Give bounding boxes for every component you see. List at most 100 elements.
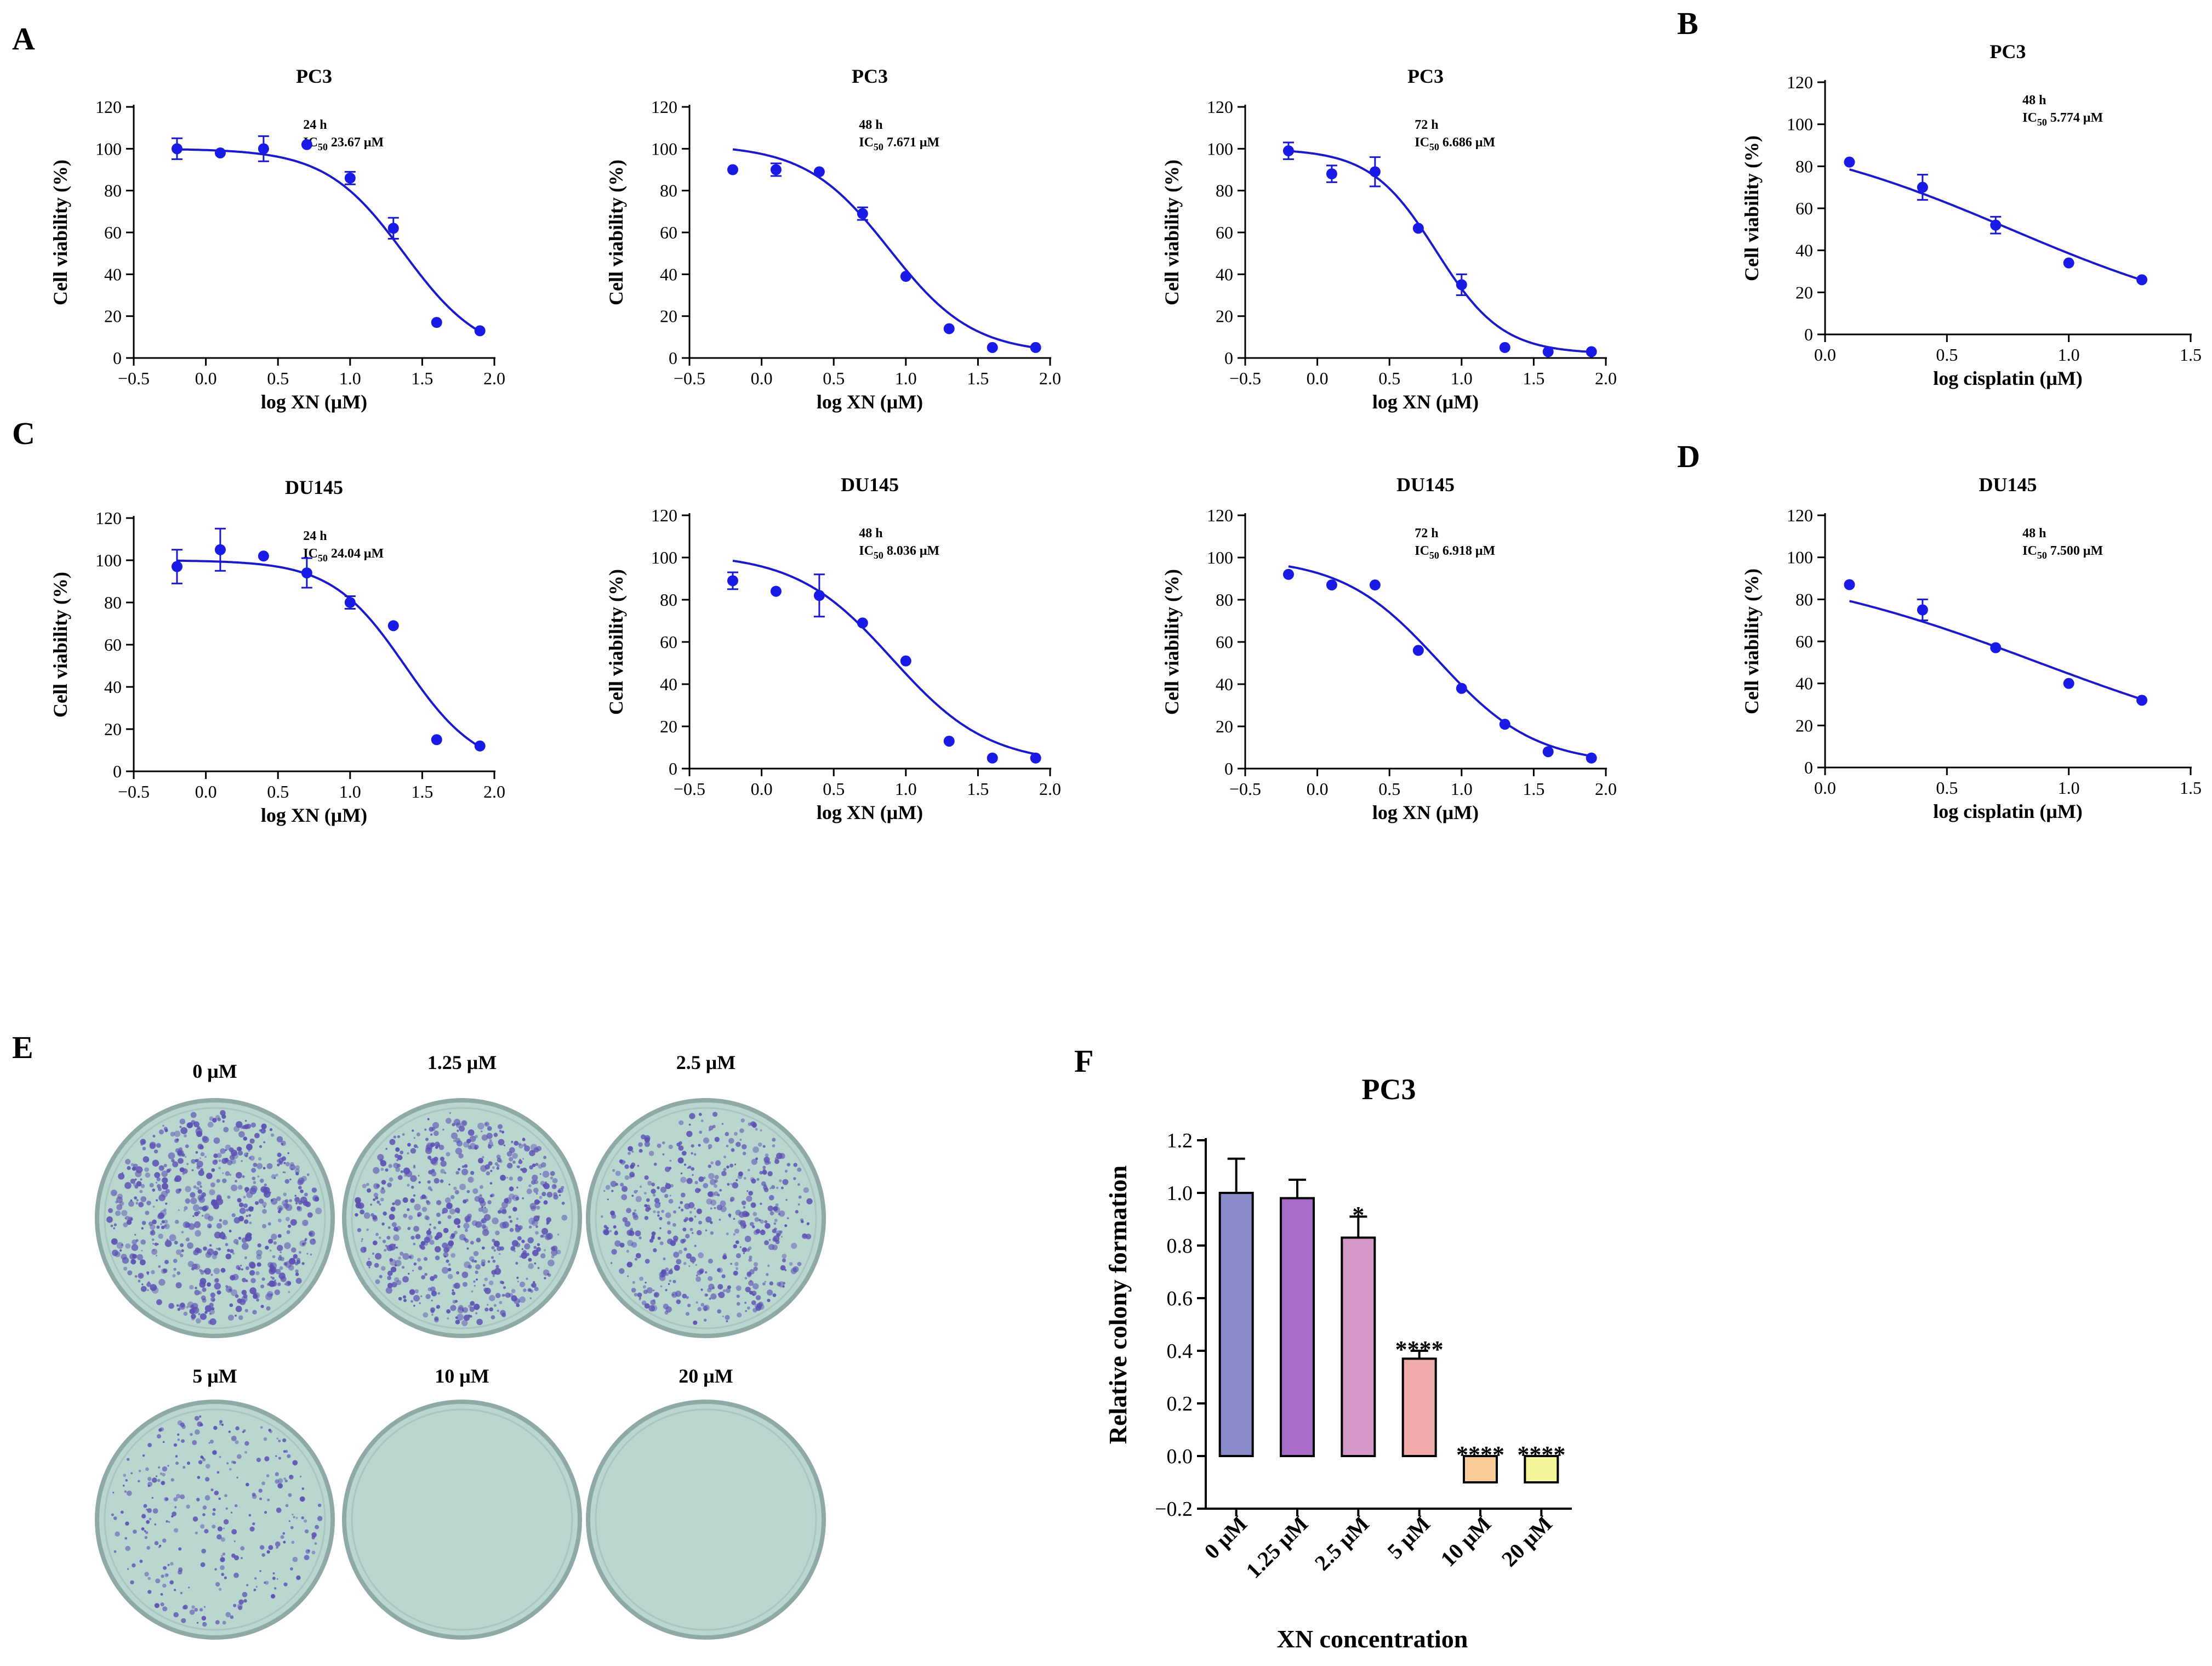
colony: [264, 1581, 266, 1584]
colony: [524, 1243, 531, 1250]
colony: [622, 1186, 628, 1192]
colony: [529, 1150, 535, 1157]
colony: [172, 1274, 176, 1278]
colony: [726, 1165, 729, 1169]
colony: [753, 1230, 759, 1235]
colony: [181, 1249, 184, 1253]
colony: [154, 1172, 161, 1178]
colony: [610, 1262, 613, 1264]
colony: [266, 1163, 273, 1169]
colony: [686, 1178, 693, 1184]
colony: [508, 1215, 511, 1219]
colony: [202, 1246, 208, 1251]
colony: [200, 1562, 206, 1567]
colony: [285, 1204, 293, 1212]
colony: [170, 1131, 175, 1137]
colony: [414, 1203, 421, 1211]
colony: [202, 1287, 207, 1292]
colony: [192, 1303, 198, 1309]
colony: [516, 1218, 519, 1220]
data-point: [258, 143, 269, 155]
colony: [676, 1259, 682, 1265]
colony: [461, 1120, 468, 1127]
colony: [178, 1188, 182, 1192]
colony: [427, 1180, 431, 1184]
colony: [198, 1170, 204, 1176]
colony: [381, 1180, 386, 1185]
colony: [459, 1184, 466, 1191]
colony: [152, 1477, 157, 1483]
data-point: [987, 342, 998, 353]
colony: [454, 1231, 458, 1235]
colony: [150, 1284, 157, 1292]
colony: [219, 1219, 222, 1222]
colony: [370, 1213, 374, 1217]
colony: [248, 1214, 251, 1217]
colony: [212, 1525, 216, 1529]
colony: [436, 1200, 442, 1206]
colony: [161, 1220, 165, 1224]
colony: [472, 1188, 478, 1194]
colony: [662, 1153, 665, 1156]
colony: [242, 1278, 247, 1282]
colony: [304, 1192, 308, 1197]
colony: [211, 1168, 215, 1172]
colony: [142, 1156, 150, 1163]
colony: [551, 1246, 555, 1251]
colony: [648, 1305, 655, 1312]
colony: [393, 1135, 396, 1139]
y-tick-label: 80: [1216, 590, 1233, 610]
colony: [147, 1590, 152, 1594]
colony: [229, 1288, 232, 1292]
colony: [489, 1194, 493, 1197]
x-axis-label: log XN (μM): [261, 391, 367, 413]
colony: [444, 1255, 447, 1258]
colony: [704, 1271, 708, 1274]
colony: [267, 1283, 270, 1286]
colony: [455, 1320, 460, 1324]
colony: [199, 1313, 207, 1320]
colony: [254, 1133, 260, 1139]
colony: [225, 1171, 230, 1176]
colony: [209, 1440, 214, 1444]
colony: [158, 1165, 164, 1171]
colony: [620, 1182, 624, 1187]
colony: [183, 1466, 186, 1469]
colony: [246, 1191, 248, 1193]
colony: [186, 1504, 190, 1509]
colony: [418, 1266, 423, 1271]
colony: [427, 1118, 430, 1121]
colony: [233, 1604, 237, 1607]
colony: [531, 1282, 537, 1288]
colony: [448, 1240, 454, 1247]
colony: [410, 1148, 417, 1154]
colony: [434, 1235, 440, 1240]
colony: [406, 1170, 413, 1178]
colony: [527, 1237, 534, 1244]
colony: [522, 1197, 525, 1199]
colony: [231, 1184, 238, 1191]
colony: [683, 1163, 687, 1166]
colony: [361, 1240, 363, 1242]
colony: [237, 1185, 243, 1190]
colony: [220, 1565, 225, 1571]
colony: [180, 1494, 185, 1499]
colony: [657, 1210, 660, 1214]
colony: [372, 1252, 375, 1255]
y-tick-label: 60: [660, 223, 677, 242]
colony: [431, 1127, 436, 1131]
colony: [394, 1226, 398, 1231]
y-tick-label: 100: [1787, 115, 1813, 134]
data-point: [1030, 342, 1041, 353]
colony: [185, 1144, 189, 1148]
colony: [455, 1138, 461, 1144]
colony: [166, 1520, 168, 1523]
colony: [216, 1153, 222, 1158]
colony: [145, 1531, 149, 1534]
colony: [644, 1175, 649, 1180]
colony: [558, 1194, 561, 1196]
colony: [635, 1230, 641, 1237]
colony: [310, 1238, 316, 1245]
colony: [162, 1441, 165, 1443]
colony: [192, 1440, 197, 1445]
